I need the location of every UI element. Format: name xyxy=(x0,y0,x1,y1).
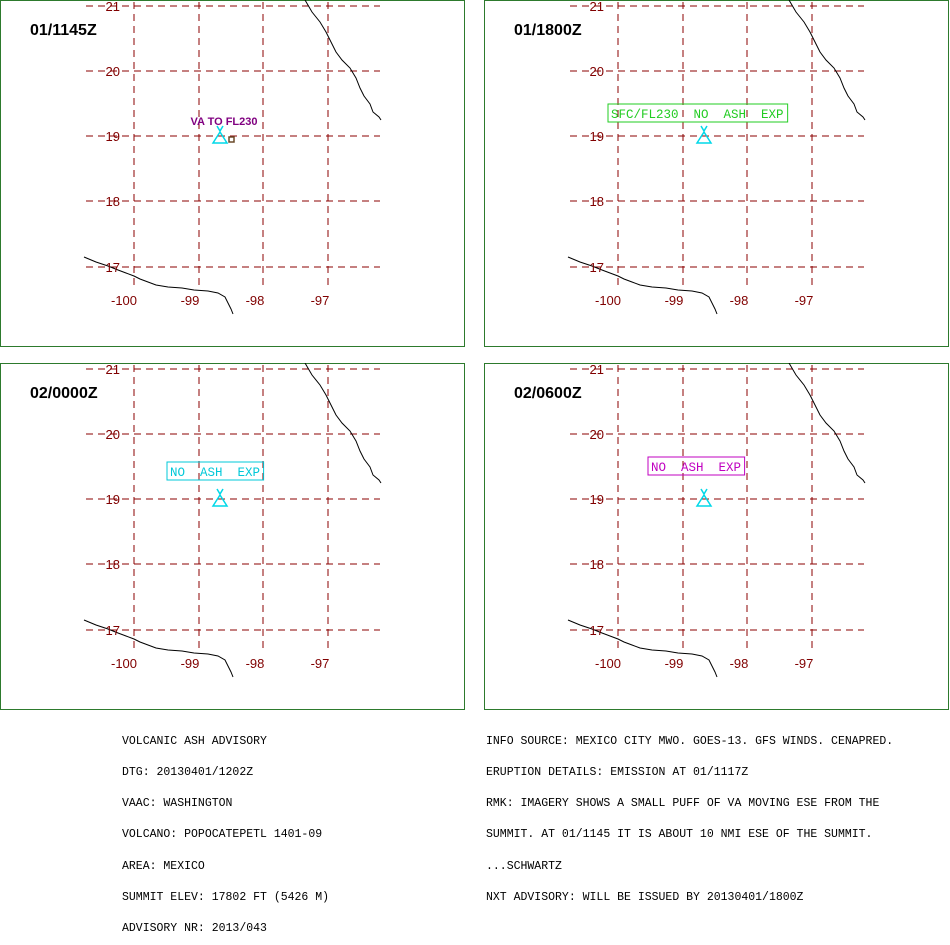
coastline-pacific xyxy=(83,256,234,315)
advisory-line: RMK: IMAGERY SHOWS A SMALL PUFF OF VA MO… xyxy=(486,797,880,811)
latitude-label: 21 xyxy=(106,0,120,14)
latitude-label: 19 xyxy=(590,129,604,144)
advisory-line: INFO SOURCE: MEXICO CITY MWO. GOES-13. G… xyxy=(486,734,894,748)
longitude-label: -99 xyxy=(665,293,684,308)
longitude-label: -97 xyxy=(311,293,330,308)
latitude-label: 21 xyxy=(590,0,604,14)
map-panel: 21 20 19 18 17 -100 -99 -98 -97 02/0600Z NO ASH EX… xyxy=(484,363,949,710)
longitude-label: -100 xyxy=(111,293,137,308)
advisory-line: VAAC: WASHINGTON xyxy=(122,797,233,811)
longitude-label: -97 xyxy=(795,293,814,308)
panel-frame xyxy=(0,363,465,710)
coastline-pacific xyxy=(83,619,234,678)
ash-annotation: SFC/FL230 NO ASH EXP xyxy=(611,108,784,122)
latitude-label: 18 xyxy=(590,194,604,209)
advisory-text-left: VOLCANIC ASH ADVISORY DTG: 20130401/1202… xyxy=(122,716,329,945)
latitude-label: 18 xyxy=(106,557,120,572)
coastline-gulf xyxy=(304,0,382,121)
longitude-label: -100 xyxy=(111,656,137,671)
ash-cloud-marker xyxy=(228,136,235,143)
advisory-line: SUMMIT. AT 01/1145 IT IS ABOUT 10 NMI ES… xyxy=(486,828,873,842)
latitude-label: 19 xyxy=(106,492,120,507)
latitude-label: 18 xyxy=(106,194,120,209)
longitude-label: -99 xyxy=(181,656,200,671)
latitude-label: 19 xyxy=(590,492,604,507)
map-panel: 21 20 19 18 17 -100 -99 -98 -97 02/0000Z NO ASH EX… xyxy=(0,363,465,710)
latitude-label: 18 xyxy=(590,557,604,572)
map-canvas: 21 20 19 18 17 -100 -99 -98 -97 02/0000Z NO ASH EX… xyxy=(0,363,465,710)
latitude-label: 17 xyxy=(590,623,604,638)
latitude-label: 21 xyxy=(106,363,120,377)
latitude-label: 21 xyxy=(590,363,604,377)
ash-annotation-box: NO ASH EXP xyxy=(166,461,265,481)
longitude-label: -98 xyxy=(246,293,265,308)
longitude-label: -97 xyxy=(795,656,814,671)
coastline-pacific xyxy=(567,256,718,315)
map-canvas: 21 20 19 18 17 -100 -99 -98 -97 01/1800Z SFC/FL230… xyxy=(484,0,949,347)
coastline-pacific xyxy=(567,619,718,678)
panel-frame xyxy=(484,363,949,710)
advisory-line: ERUPTION DETAILS: EMISSION AT 01/1117Z xyxy=(486,766,749,780)
latitude-label: 20 xyxy=(590,427,604,442)
advisory-text-right: INFO SOURCE: MEXICO CITY MWO. GOES-13. G… xyxy=(486,716,893,914)
latitude-label: 20 xyxy=(590,64,604,79)
ash-annotation: VA TO FL230 xyxy=(190,116,257,128)
map-canvas: 21 20 19 18 17 -100 -99 -98 -97 01/1145Z VA TO FL2… xyxy=(0,0,465,347)
advisory-line: AREA: MEXICO xyxy=(122,859,205,873)
valid-time-label: 01/1145Z xyxy=(30,22,97,39)
latitude-label: 20 xyxy=(106,64,120,79)
advisory-line: VOLCANIC ASH ADVISORY xyxy=(122,734,267,748)
ash-annotation-box: NO ASH EXP xyxy=(647,456,746,476)
advisory-line: ...SCHWARTZ xyxy=(486,859,562,873)
advisory-line: SUMMIT ELEV: 17802 FT (5426 M) xyxy=(122,890,330,904)
coastline-gulf xyxy=(788,363,866,484)
longitude-label: -99 xyxy=(181,293,200,308)
longitude-label: -100 xyxy=(595,656,621,671)
longitude-label: -98 xyxy=(730,656,749,671)
advisory-line: DTG: 20130401/1202Z xyxy=(122,766,254,780)
latitude-label: 17 xyxy=(106,623,120,638)
volcano-icon xyxy=(211,125,229,144)
advisory-line: ADVISORY NR: 2013/043 xyxy=(122,922,267,936)
valid-time-label: 02/0000Z xyxy=(30,385,98,402)
volcano-icon xyxy=(695,125,713,144)
valid-time-label: 01/1800Z xyxy=(514,22,582,39)
longitude-label: -99 xyxy=(665,656,684,671)
map-panel: 21 20 19 18 17 -100 -99 -98 -97 01/1800Z SFC/FL230… xyxy=(484,0,949,347)
map-canvas: 21 20 19 18 17 -100 -99 -98 -97 02/0600Z NO ASH EX… xyxy=(484,363,949,710)
panel-frame xyxy=(0,0,465,347)
ash-annotation: NO ASH EXP xyxy=(170,466,260,480)
map-panel: 21 20 19 18 17 -100 -99 -98 -97 01/1145Z VA TO FL2… xyxy=(0,0,465,347)
valid-time-label: 02/0600Z xyxy=(514,385,582,402)
volcano-icon xyxy=(695,488,713,507)
volcano-icon xyxy=(211,488,229,507)
longitude-label: -100 xyxy=(595,293,621,308)
coastline-gulf xyxy=(788,0,866,121)
longitude-label: -97 xyxy=(311,656,330,671)
coastline-gulf xyxy=(304,363,382,484)
latitude-label: 17 xyxy=(106,260,120,275)
latitude-label: 17 xyxy=(590,260,604,275)
ash-annotation-box: SFC/FL230 NO ASH EXP xyxy=(607,103,789,123)
latitude-label: 20 xyxy=(106,427,120,442)
longitude-label: -98 xyxy=(246,656,265,671)
panel-frame xyxy=(484,0,949,347)
latitude-label: 19 xyxy=(106,129,120,144)
longitude-label: -98 xyxy=(730,293,749,308)
ash-annotation: NO ASH EXP xyxy=(651,461,741,475)
advisory-line: VOLCANO: POPOCATEPETL 1401-09 xyxy=(122,828,323,842)
advisory-line: NXT ADVISORY: WILL BE ISSUED BY 20130401… xyxy=(486,890,804,904)
